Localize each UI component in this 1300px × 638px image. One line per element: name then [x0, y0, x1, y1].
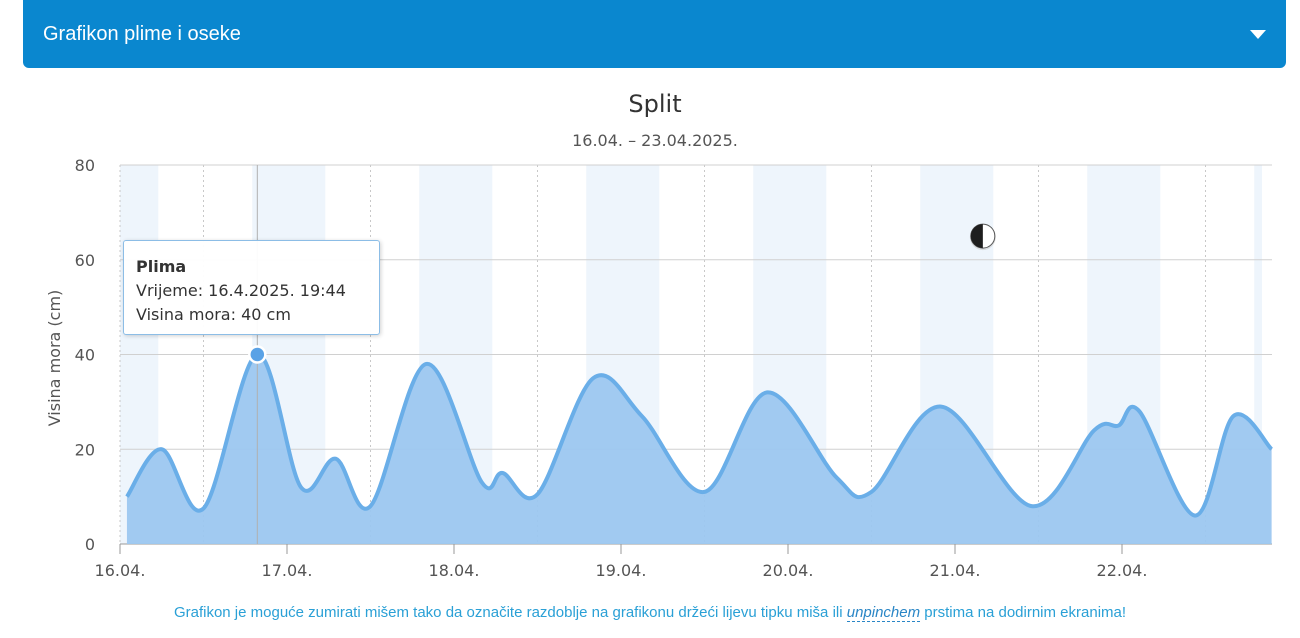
y-tick-label: 40 — [75, 346, 95, 365]
area-layer — [125, 352, 1274, 544]
x-tick-label: 20.04. — [763, 561, 814, 580]
y-tick-label: 20 — [75, 440, 95, 459]
y-tick-label: 80 — [75, 156, 95, 175]
panel-title: Grafikon plime i oseke — [43, 22, 241, 45]
moon-icon — [969, 223, 996, 251]
tooltip: Plima Vrijeme: 16.4.2025. 19:44 Visina m… — [123, 240, 380, 335]
y-axis-label: Visina mora (cm) — [45, 290, 64, 427]
highlight-point — [248, 345, 267, 364]
tide-area — [126, 354, 1272, 544]
marks — [248, 165, 996, 544]
axes: 0 20 40 60 80 16.04. 17.04. 18.04. 19.04. 20.04. 2… — [75, 156, 1148, 580]
x-tick-label: 17.04. — [262, 561, 313, 580]
y-tick-label: 60 — [75, 251, 95, 270]
vertical-grid — [119, 165, 1206, 544]
zoom-hint-text: Grafikon je moguće zumirati mišem tako d… — [173, 604, 847, 621]
zoom-hint-link[interactable]: unpinchem — [846, 604, 921, 622]
chart-title: Split — [628, 90, 681, 118]
tide-chart[interactable]: 0 20 40 60 80 16.04. 17.04. 18.04. 19.04. 20.04. 2… — [0, 68, 1300, 604]
zoom-hint-text-end: prstima na dodirnim ekranima! — [920, 604, 1127, 621]
chevron-down-icon[interactable] — [1250, 29, 1266, 39]
moon-dark-half — [970, 224, 983, 249]
zoom-hint: Grafikon je moguće zumirati mišem tako d… — [0, 604, 1300, 622]
x-tick-label: 22.04. — [1097, 561, 1148, 580]
x-tick-label: 16.04. — [95, 561, 146, 580]
tooltip-height: Visina mora: 40 cm — [136, 305, 291, 324]
x-tick-label: 21.04. — [930, 561, 981, 580]
tooltip-title: Plima — [136, 257, 187, 276]
tide-line — [125, 352, 1274, 518]
chart-panel-header[interactable]: Grafikon plime i oseke — [23, 0, 1286, 68]
y-tick-label: 0 — [85, 535, 95, 554]
tooltip-time: Vrijeme: 16.4.2025. 19:44 — [136, 281, 346, 300]
chart-subtitle: 16.04. – 23.04.2025. — [572, 131, 738, 150]
x-tick-label: 18.04. — [429, 561, 480, 580]
x-tick-label: 19.04. — [596, 561, 647, 580]
